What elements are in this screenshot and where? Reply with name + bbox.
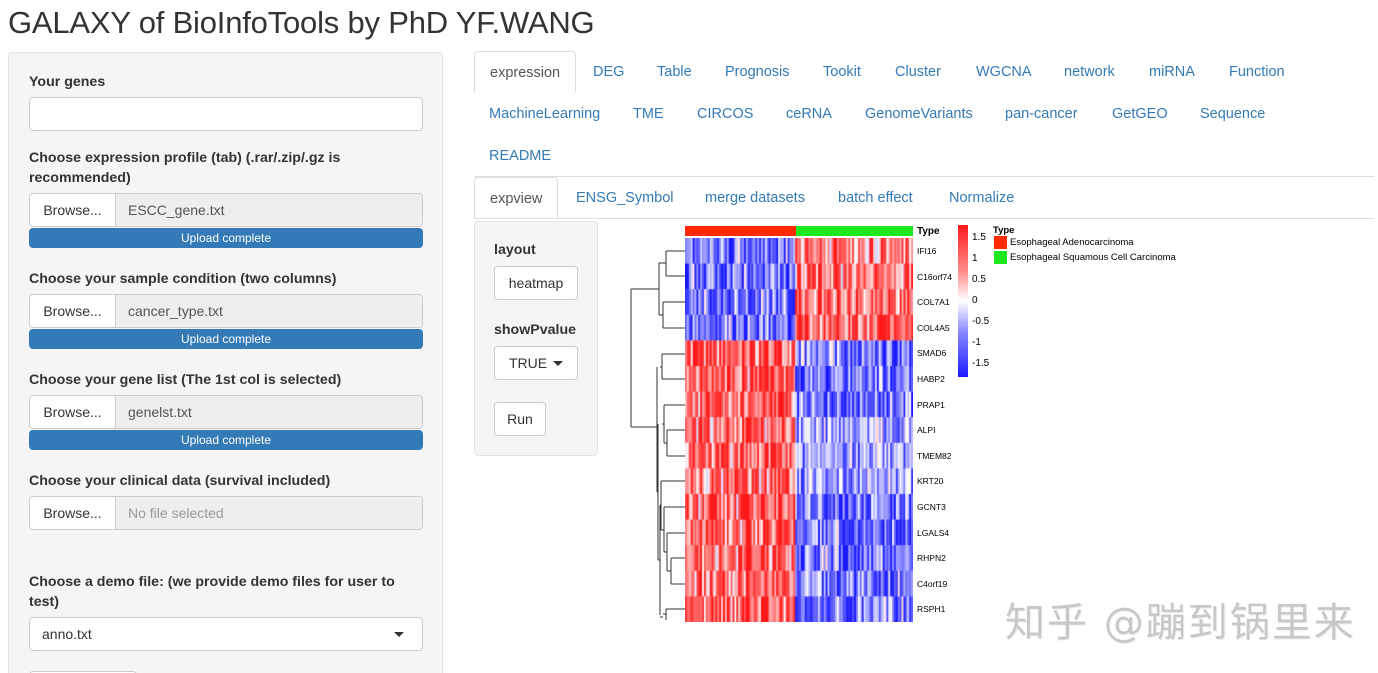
annotation-type-label: Type: [917, 226, 940, 237]
expression-upload-progress: Upload complete: [29, 228, 423, 248]
showpvalue-select[interactable]: TRUE: [494, 346, 578, 380]
showpvalue-value: TRUE: [508, 355, 548, 371]
watermark: 知乎 @蹦到锅里来: [1005, 600, 1356, 646]
condition-browse-button[interactable]: Browse...: [30, 295, 116, 327]
colorbar-tick: 1: [972, 253, 978, 264]
gene-label: LGALS4: [917, 527, 950, 538]
tab-tookit[interactable]: Tookit: [823, 64, 861, 80]
subtab-batch-effect[interactable]: batch effect: [838, 190, 913, 206]
tab-sequence[interactable]: Sequence: [1200, 106, 1266, 122]
condition-upload-progress: Upload complete: [29, 329, 423, 349]
demo-file-label: Choose a demo file: (we provide demo fil…: [29, 574, 395, 610]
tab-circos[interactable]: CIRCOS: [697, 106, 754, 122]
legend-title: Type: [993, 225, 1015, 236]
clinical-file-input[interactable]: Browse... No file selected: [29, 496, 423, 530]
tab-pan-cancer[interactable]: pan-cancer: [1005, 106, 1078, 122]
sample-condition-label: Choose your sample condition (two column…: [29, 271, 337, 287]
subtabset-divider: [474, 218, 1374, 219]
clinical-data-label: Choose your clinical data (survival incl…: [29, 473, 331, 489]
genelist-file-input[interactable]: Browse... genelst.txt: [29, 395, 423, 429]
gene-label: GCNT3: [917, 502, 946, 512]
tab-prognosis[interactable]: Prognosis: [725, 64, 790, 80]
colorbar-tick: 0.5: [972, 274, 986, 285]
gene-label: RHPN2: [917, 553, 946, 564]
tab-deg[interactable]: DEG: [593, 64, 625, 80]
genelist-file-name: genelst.txt: [116, 396, 422, 428]
colorbar-tick: 0: [972, 295, 978, 306]
tab-readme[interactable]: README: [489, 148, 552, 164]
subtab-ensg-symbol[interactable]: ENSG_Symbol: [576, 190, 674, 206]
plot-controls-panel: layout heatmap showPvalue TRUE Run: [474, 221, 598, 456]
subtab-merge-datasets[interactable]: merge datasets: [705, 190, 805, 206]
tab-tme[interactable]: TME: [633, 106, 664, 122]
gene-label: HABP2: [917, 374, 945, 384]
row-dendrogram: [630, 250, 685, 620]
gene-label: C4orf19: [917, 578, 948, 589]
tab-table[interactable]: Table: [657, 64, 692, 80]
anno-bar-adenocarcinoma: [685, 226, 796, 236]
gene-label: RSPH1: [917, 604, 946, 615]
tab-network[interactable]: network: [1064, 64, 1115, 80]
legend-label-squamous: Esophageal Squamous Cell Carcinoma: [1010, 252, 1176, 263]
expression-heatmap: Type IFI16 C16orf74 COL7A1 COL4A5 SMAD6 HABP2…: [626, 222, 1206, 627]
colorbar: [958, 225, 968, 377]
demo-file-select[interactable]: anno.txt: [29, 617, 423, 651]
expression-file-input[interactable]: Browse... ESCC_gene.txt: [29, 193, 423, 227]
colorbar-tick: 1.5: [972, 232, 986, 243]
tab-mirna[interactable]: miRNA: [1149, 64, 1195, 80]
chevron-down-icon: [553, 360, 564, 366]
your-genes-input[interactable]: [29, 97, 423, 131]
condition-file-name: cancer_type.txt: [116, 295, 422, 327]
layout-select[interactable]: heatmap: [494, 266, 578, 300]
tab-machinelearning[interactable]: MachineLearning: [489, 106, 601, 122]
tab-getgeo[interactable]: GetGEO: [1112, 106, 1168, 122]
sidebar-panel: Your genes Choose expression profile (ta…: [8, 52, 443, 673]
gene-label: KRT20: [917, 476, 944, 487]
tab-expression[interactable]: expression: [474, 51, 577, 93]
legend-swatch-squamous: [994, 251, 1007, 264]
tabset-divider: [474, 176, 1374, 177]
gene-label: PRAP1: [917, 399, 945, 410]
run-button[interactable]: Run: [494, 402, 546, 436]
legend-label-adenocarcinoma: Esophageal Adenocarcinoma: [1010, 237, 1134, 248]
anno-bar-squamous: [796, 226, 913, 236]
condition-file-input[interactable]: Browse... cancer_type.txt: [29, 294, 423, 328]
heatmap-grid: [685, 238, 913, 622]
genelist-browse-button[interactable]: Browse...: [30, 396, 116, 428]
page-title: GALAXY of BioInfoTools by PhD YF.WANG: [8, 5, 595, 40]
clinical-browse-button[interactable]: Browse...: [30, 497, 116, 529]
expression-profile-label: Choose expression profile (tab) (.rar/.z…: [29, 150, 341, 186]
gene-label: C16orf74: [917, 271, 952, 282]
layout-value: heatmap: [508, 275, 564, 291]
tab-wgcna[interactable]: WGCNA: [976, 64, 1032, 80]
tab-genomevariants[interactable]: GenomeVariants: [865, 106, 973, 122]
genelist-upload-progress: Upload complete: [29, 430, 423, 450]
gene-label: COL4A5: [917, 322, 950, 333]
gene-label: TMEM82: [917, 450, 952, 461]
showpvalue-label: showPvalue: [494, 322, 577, 338]
demo-file-value: anno.txt: [42, 626, 92, 642]
gene-label: IFI16: [917, 246, 937, 256]
chevron-down-icon: [394, 632, 404, 637]
legend-swatch-adenocarcinoma: [994, 236, 1007, 249]
gene-label: ALPI: [917, 425, 936, 436]
tab-function[interactable]: Function: [1229, 64, 1285, 80]
tab-cluster[interactable]: Cluster: [895, 64, 941, 80]
colorbar-tick: -1: [972, 337, 981, 348]
gene-list-label: Choose your gene list (The 1st col is se…: [29, 372, 342, 388]
gene-label: SMAD6: [917, 348, 947, 359]
expression-file-name: ESCC_gene.txt: [116, 194, 422, 226]
layout-label: layout: [494, 242, 536, 258]
tab-cerna[interactable]: ceRNA: [786, 106, 832, 122]
gene-label: COL7A1: [917, 297, 950, 308]
clinical-file-name: No file selected: [116, 497, 422, 529]
colorbar-tick: -0.5: [972, 316, 990, 327]
colorbar-tick: -1.5: [972, 358, 990, 369]
subtab-expview[interactable]: expview: [474, 177, 559, 219]
expression-browse-button[interactable]: Browse...: [30, 194, 116, 226]
subtab-normalize[interactable]: Normalize: [949, 190, 1015, 206]
your-genes-label: Your genes: [29, 74, 106, 90]
